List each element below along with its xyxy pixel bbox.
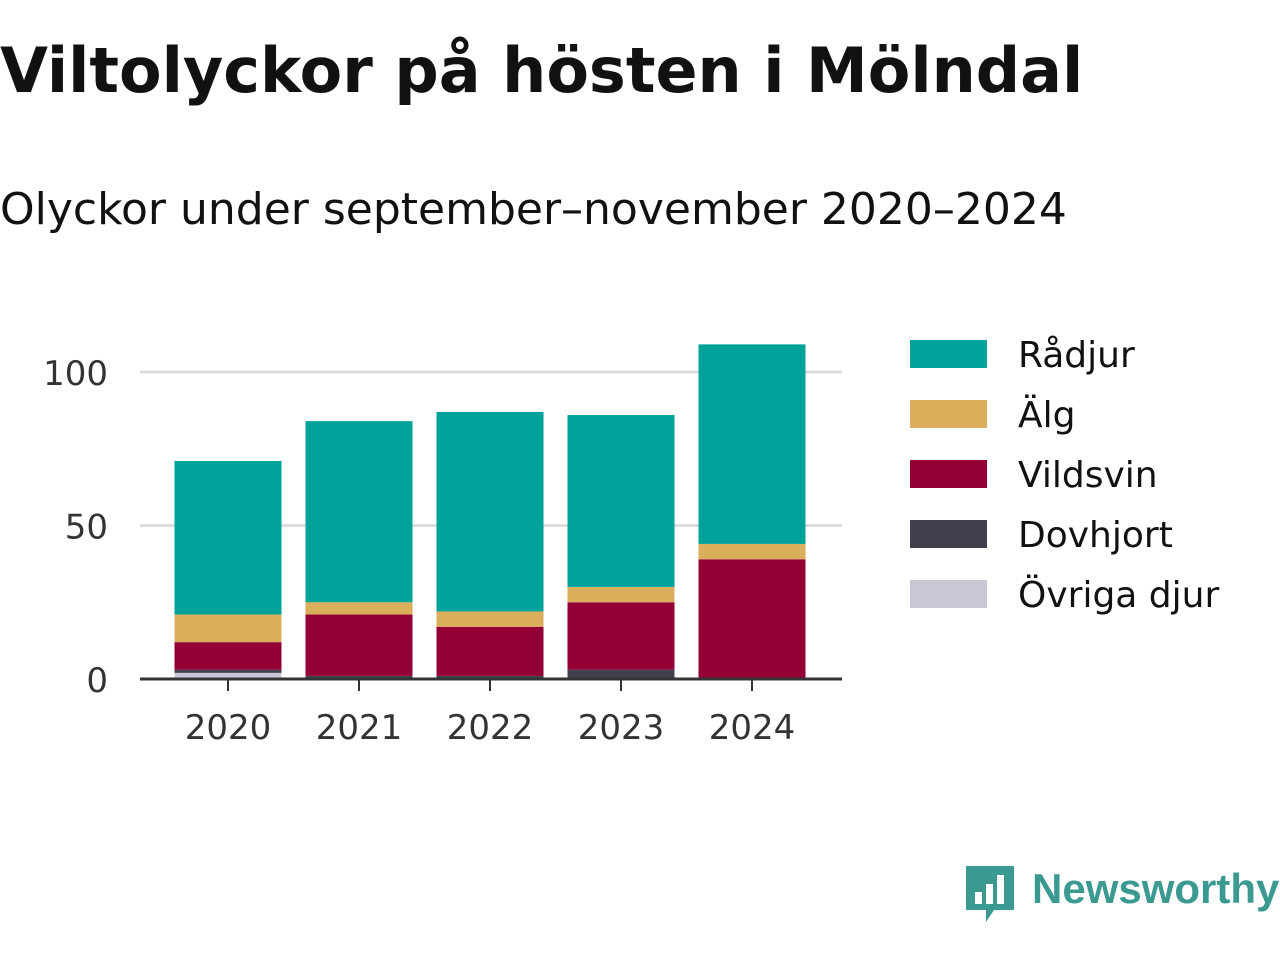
x-tick-label: 2021	[316, 708, 403, 748]
x-tick-label: 2023	[578, 708, 665, 748]
bar-segment	[698, 543, 806, 560]
bar-segment	[436, 626, 544, 676]
bar-segment	[567, 669, 675, 679]
bar-segment	[436, 611, 544, 627]
legend-swatch	[910, 400, 987, 428]
legend-swatch	[910, 580, 987, 608]
legend-swatch	[910, 460, 987, 488]
chart-subtitle: Olyckor under september–november 2020–20…	[0, 184, 1067, 235]
bar-segment	[436, 411, 544, 612]
x-tick-label: 2020	[185, 708, 272, 748]
bar-segment	[174, 642, 282, 670]
bar-segment	[698, 344, 806, 544]
legend-label: Dovhjort	[1018, 515, 1173, 556]
y-tick-label: 50	[65, 508, 108, 548]
bar-segment	[305, 675, 413, 679]
legend-swatch	[910, 340, 987, 368]
bar-segment	[567, 414, 675, 587]
bar-segment	[305, 421, 413, 603]
newsworthy-logo-icon	[966, 866, 1014, 922]
bar-segment	[305, 614, 413, 676]
brand-name: Newsworthy	[1032, 865, 1280, 912]
x-axis: 2020 2021 2022 2023 2024	[140, 677, 842, 748]
legend-label: Älg	[1018, 394, 1075, 436]
x-tick-label: 2022	[447, 708, 534, 748]
bar-segment	[698, 559, 806, 679]
y-axis-ticks: 0 50 100	[43, 354, 108, 701]
bar-segment	[305, 602, 413, 615]
y-tick-label: 100	[43, 354, 108, 394]
bar-segment	[174, 614, 282, 643]
bar-segment	[174, 672, 282, 679]
brand-logo: Newsworthy	[964, 864, 1279, 928]
bar-segment	[567, 586, 675, 603]
bar-segment	[567, 602, 675, 670]
legend-swatch	[910, 520, 987, 548]
legend-label: Rådjur	[1018, 335, 1135, 376]
bar-segment	[436, 675, 544, 679]
bar-segment	[174, 461, 282, 615]
x-tick-label: 2024	[709, 708, 796, 748]
bar-segment	[174, 669, 282, 673]
legend-label: Vildsvin	[1018, 455, 1158, 496]
y-tick-label: 0	[86, 661, 108, 701]
bars	[174, 344, 806, 679]
legend-label: Övriga djur	[1018, 574, 1219, 616]
legend: Rådjur Älg Vildsvin Dovhjort Övriga djur	[910, 335, 1219, 616]
chart-title: Viltolyckor på hösten i Mölndal	[0, 34, 1084, 107]
